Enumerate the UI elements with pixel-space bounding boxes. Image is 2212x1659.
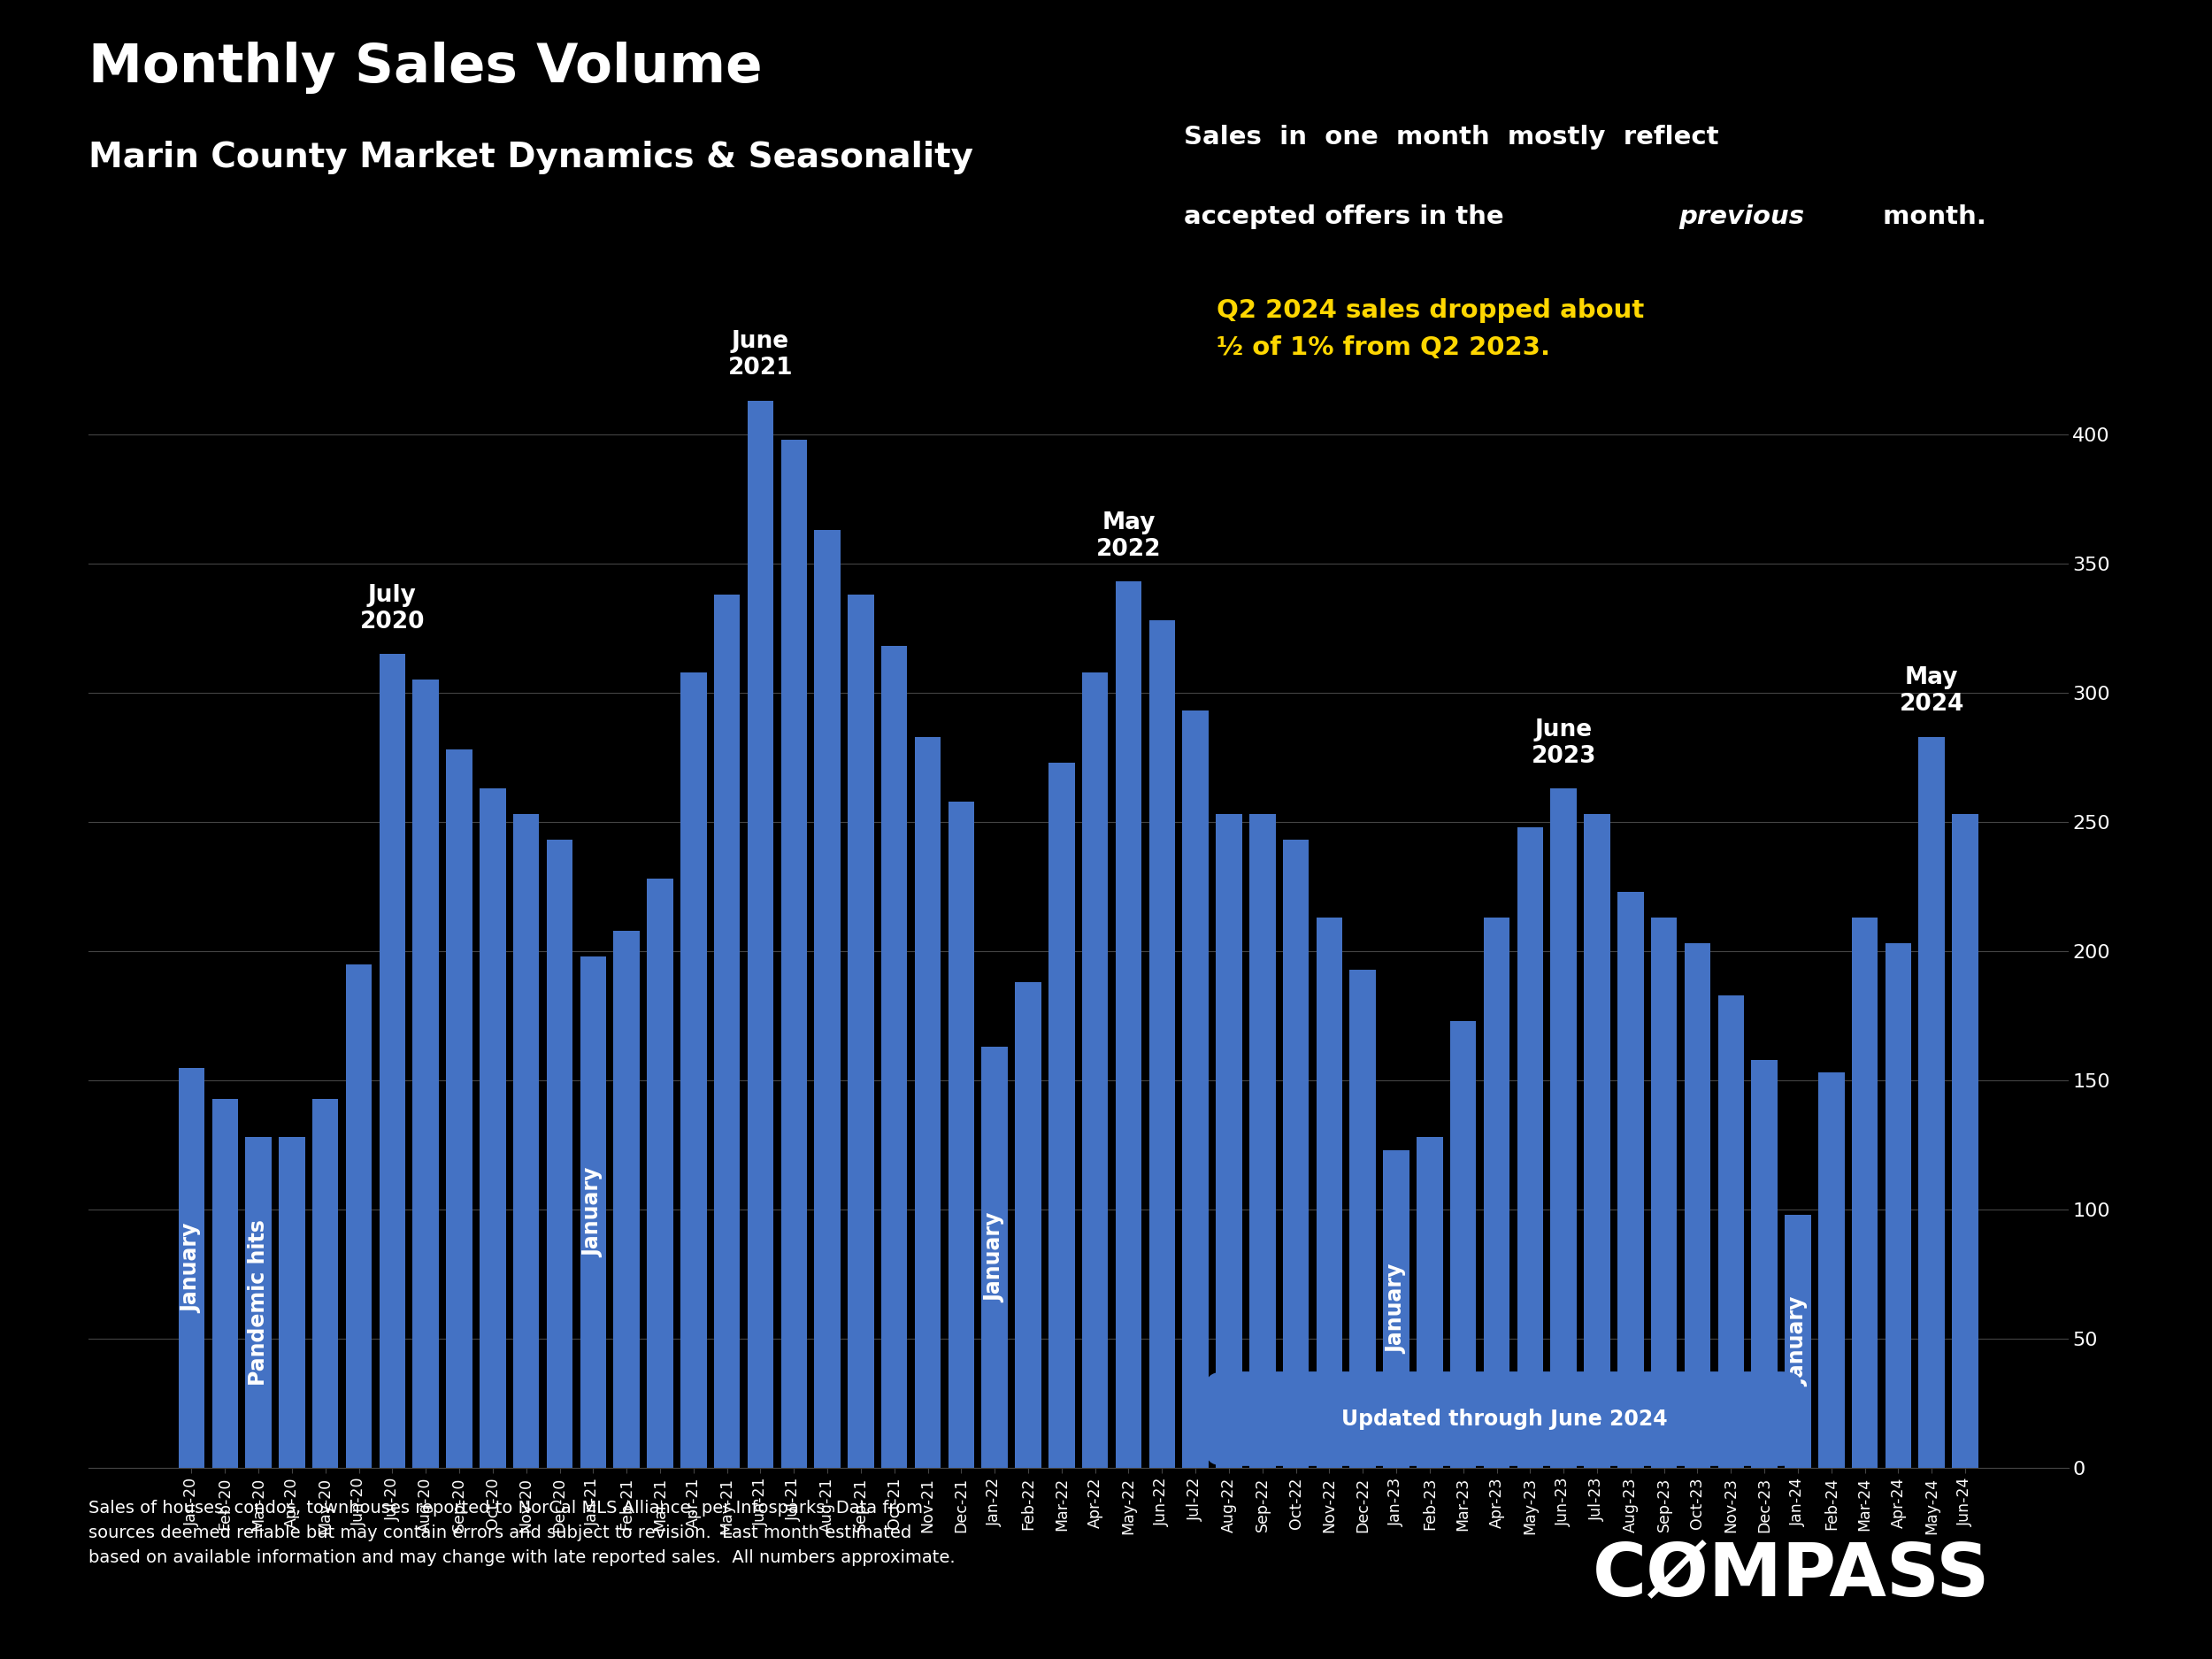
Bar <box>580 956 606 1468</box>
Bar <box>1953 815 1978 1468</box>
Bar <box>1818 1073 1845 1468</box>
Bar <box>1183 710 1208 1468</box>
Bar <box>1048 763 1075 1468</box>
Bar <box>1484 917 1511 1468</box>
Bar <box>1918 737 1944 1468</box>
Text: May
2022: May 2022 <box>1095 511 1161 561</box>
Text: June
2021: June 2021 <box>728 330 792 380</box>
Bar <box>814 529 841 1468</box>
Text: January: January <box>984 1213 1004 1302</box>
Bar <box>1885 944 1911 1468</box>
Bar <box>1752 1060 1778 1468</box>
Text: January: January <box>582 1168 604 1258</box>
Bar <box>513 815 540 1468</box>
Bar <box>1382 1150 1409 1468</box>
Bar <box>1082 672 1108 1468</box>
Bar <box>982 1047 1009 1468</box>
Bar <box>246 1138 272 1468</box>
Text: accepted offers in the: accepted offers in the <box>1183 204 1513 229</box>
Bar <box>345 964 372 1468</box>
Bar <box>480 788 507 1468</box>
Bar <box>1316 917 1343 1468</box>
Text: January: January <box>1787 1297 1809 1387</box>
Text: Updated through June 2024: Updated through June 2024 <box>1340 1408 1668 1430</box>
Bar <box>1416 1138 1442 1468</box>
Bar <box>1617 893 1644 1468</box>
Bar <box>546 839 573 1468</box>
Bar <box>1551 788 1577 1468</box>
Text: Marin County Market Dynamics & Seasonality: Marin County Market Dynamics & Seasonali… <box>88 141 973 174</box>
Text: June
2023: June 2023 <box>1531 718 1597 768</box>
Bar <box>1719 995 1743 1468</box>
Bar <box>681 672 706 1468</box>
Bar <box>1683 944 1710 1468</box>
Bar <box>613 931 639 1468</box>
Text: CØMPASS: CØMPASS <box>1593 1540 1991 1611</box>
FancyBboxPatch shape <box>1208 1372 1801 1467</box>
Text: January: January <box>1385 1264 1407 1354</box>
Text: Sales  in  one  month  mostly  reflect: Sales in one month mostly reflect <box>1183 124 1719 149</box>
Bar <box>1584 815 1610 1468</box>
Text: July
2020: July 2020 <box>361 584 425 634</box>
Bar <box>847 594 874 1468</box>
Bar <box>1451 1020 1475 1468</box>
Bar <box>646 879 672 1468</box>
Bar <box>1250 815 1276 1468</box>
Bar <box>312 1098 338 1468</box>
Bar <box>179 1067 204 1468</box>
Bar <box>414 680 438 1468</box>
Bar <box>1851 917 1878 1468</box>
Bar <box>212 1098 239 1468</box>
Bar <box>1283 839 1310 1468</box>
Text: Q2 2024 sales dropped about
½ of 1% from Q2 2023.: Q2 2024 sales dropped about ½ of 1% from… <box>1217 299 1644 360</box>
Bar <box>1148 620 1175 1468</box>
Text: Pandemic hits: Pandemic hits <box>248 1219 270 1385</box>
Bar <box>748 400 774 1468</box>
Bar <box>1217 815 1241 1468</box>
Text: Sales of houses, condos, townhouses reported to NorCal MLS Alliance, per Infospa: Sales of houses, condos, townhouses repo… <box>88 1500 956 1566</box>
Text: Monthly Sales Volume: Monthly Sales Volume <box>88 41 763 93</box>
Text: previous: previous <box>1679 204 1805 229</box>
Bar <box>949 801 973 1468</box>
Bar <box>1015 982 1042 1468</box>
Bar <box>916 737 940 1468</box>
Bar <box>1517 828 1544 1468</box>
Bar <box>1115 582 1141 1468</box>
Text: month.: month. <box>1874 204 1986 229</box>
Bar <box>1349 969 1376 1468</box>
Text: May
2024: May 2024 <box>1900 667 1964 717</box>
Bar <box>1650 917 1677 1468</box>
Bar <box>781 440 807 1468</box>
Bar <box>447 750 473 1468</box>
Text: January: January <box>181 1223 201 1312</box>
Bar <box>880 647 907 1468</box>
Bar <box>378 654 405 1468</box>
Bar <box>1785 1214 1812 1468</box>
Bar <box>714 594 741 1468</box>
Bar <box>279 1138 305 1468</box>
